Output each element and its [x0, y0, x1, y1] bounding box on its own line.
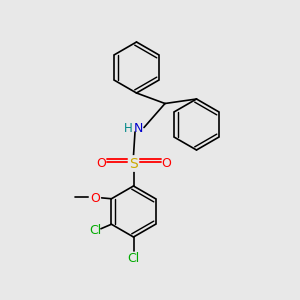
Text: O: O: [90, 192, 100, 205]
Text: Cl: Cl: [128, 251, 140, 265]
Text: Cl: Cl: [89, 224, 101, 237]
Text: O: O: [161, 157, 171, 170]
Text: O: O: [96, 157, 106, 170]
Text: N: N: [134, 122, 144, 136]
Text: H: H: [124, 122, 133, 136]
Text: S: S: [129, 157, 138, 170]
